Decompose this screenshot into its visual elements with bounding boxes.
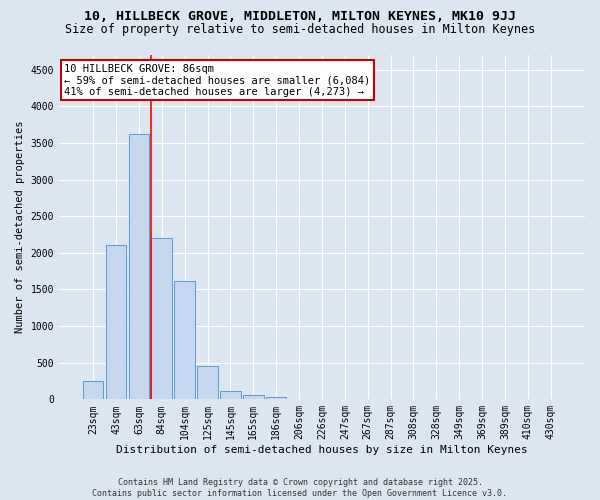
Bar [128,134,149,400]
Text: Size of property relative to semi-detached houses in Milton Keynes: Size of property relative to semi-detach… [65,22,535,36]
Bar [151,238,172,400]
Bar [83,381,103,400]
Bar [243,395,263,400]
Text: 10, HILLBECK GROVE, MIDDLETON, MILTON KEYNES, MK10 9JJ: 10, HILLBECK GROVE, MIDDLETON, MILTON KE… [84,10,516,23]
Bar [106,246,127,400]
X-axis label: Distribution of semi-detached houses by size in Milton Keynes: Distribution of semi-detached houses by … [116,445,528,455]
Bar [175,280,195,400]
Bar [266,397,286,400]
Bar [197,366,218,400]
Bar [220,390,241,400]
Y-axis label: Number of semi-detached properties: Number of semi-detached properties [15,121,25,334]
Text: 10 HILLBECK GROVE: 86sqm
← 59% of semi-detached houses are smaller (6,084)
41% o: 10 HILLBECK GROVE: 86sqm ← 59% of semi-d… [64,64,370,97]
Text: Contains HM Land Registry data © Crown copyright and database right 2025.
Contai: Contains HM Land Registry data © Crown c… [92,478,508,498]
